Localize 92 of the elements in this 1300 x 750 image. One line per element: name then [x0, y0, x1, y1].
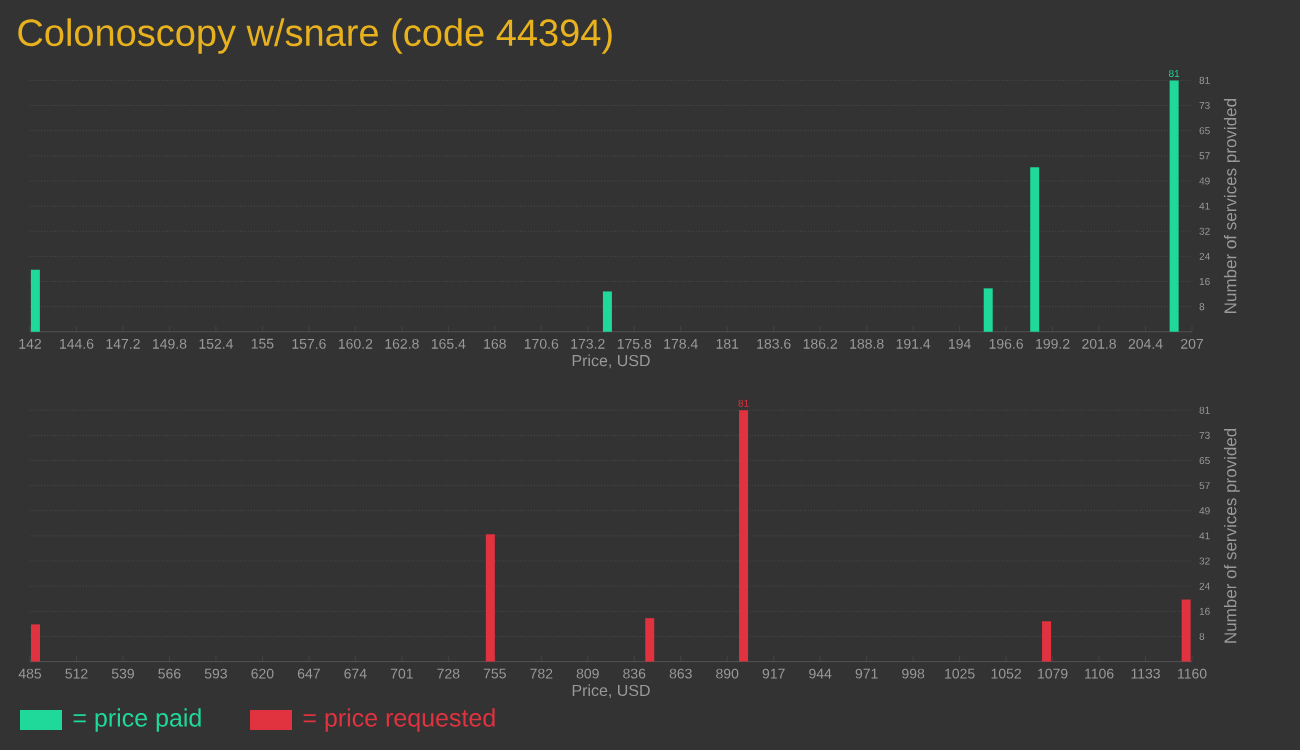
bar	[1042, 621, 1052, 662]
y-tick-label: 8	[1199, 303, 1205, 311]
y-tick-label: 65	[1199, 127, 1210, 135]
x-tick-label: 620	[251, 668, 274, 679]
y-tick-label: 81	[1199, 406, 1210, 414]
x-tick-label: 155	[251, 338, 274, 349]
x-tick-label: 863	[669, 668, 692, 679]
x-tick-label: 199.2	[1036, 338, 1070, 349]
y-tick-label: 41	[1199, 532, 1210, 540]
x-tick-label: 917	[762, 668, 785, 679]
y-tick-label: 73	[1199, 101, 1210, 110]
x-tick-label: 674	[344, 668, 367, 679]
x-tick-label: 1160	[1178, 668, 1207, 679]
x-tick-label: 1025	[945, 668, 975, 679]
x-tick-label: 836	[623, 668, 646, 679]
x-tick-label: 196.6	[989, 338, 1023, 349]
x-tick-label: 144.6	[60, 338, 94, 349]
x-tick-label: 160.2	[338, 338, 373, 349]
bar	[31, 624, 41, 662]
x-tick-label: 204.4	[1128, 338, 1163, 349]
x-tick-label: 181	[716, 338, 739, 349]
x-tick-label: 168	[484, 338, 506, 349]
x-tick-label: 175.8	[617, 338, 652, 349]
x-tick-label: 162.8	[385, 338, 419, 349]
y-tick-label: 24	[1199, 582, 1210, 590]
x-tick-label: 152.4	[199, 338, 234, 349]
bar	[645, 618, 655, 662]
x-tick-label: 186.2	[803, 338, 837, 349]
data-label: 81	[1169, 69, 1180, 77]
y-tick-label: 8	[1199, 632, 1205, 640]
bar	[30, 269, 40, 332]
legend-label: = price paid	[73, 708, 201, 732]
x-tick-label: 539	[111, 668, 134, 679]
x-tick-label: 593	[204, 668, 227, 679]
x-tick-label: 782	[530, 668, 553, 679]
x-tick-label: 1106	[1085, 668, 1114, 679]
x-tick-label: 728	[437, 668, 460, 679]
y-tick-label: 32	[1199, 227, 1210, 235]
x-tick-label: 183.6	[757, 338, 791, 349]
y-tick-label: 49	[1199, 507, 1210, 515]
y-tick-label: 57	[1199, 482, 1210, 490]
y-tick-label: 57	[1199, 152, 1210, 160]
x-tick-label: 165.4	[431, 338, 466, 349]
x-tick-label: 142	[19, 338, 41, 349]
bar	[602, 291, 612, 332]
x-tick-label: 701	[390, 668, 413, 679]
y-tick-label: 32	[1199, 557, 1210, 565]
x-tick-label: 890	[716, 668, 739, 679]
x-tick-label: 207	[1181, 338, 1203, 349]
y-tick-label: 49	[1199, 177, 1210, 185]
chart-title: Colonoscopy w/snare (code 44394)	[18, 18, 612, 54]
x-tick-label: 178.4	[664, 338, 698, 349]
x-tick-label: 944	[809, 668, 832, 679]
x-tick-label: 971	[855, 668, 878, 679]
y-tick-label: 16	[1199, 277, 1210, 286]
bar	[1169, 80, 1179, 332]
x-tick-label: 512	[65, 668, 88, 679]
x-tick-label: 149.8	[152, 338, 187, 349]
x-tick-label: 1133	[1131, 668, 1160, 679]
bar	[485, 534, 495, 662]
x-tick-label: 566	[158, 668, 181, 679]
x-tick-label: 647	[297, 668, 320, 679]
x-tick-label: 188.8	[850, 338, 884, 349]
x-tick-label: 170.6	[524, 338, 559, 349]
x-tick-label: 194	[949, 338, 971, 349]
y-tick-label: 73	[1199, 431, 1210, 439]
x-tick-label: 998	[902, 668, 925, 679]
y-axis-title: Number of services provided	[1223, 428, 1240, 643]
x-axis-title: Price, USD	[572, 684, 650, 698]
bar	[1030, 167, 1040, 332]
x-tick-label: 157.6	[292, 338, 326, 349]
bar	[983, 288, 993, 332]
bar	[739, 410, 749, 662]
bar	[1181, 599, 1191, 662]
x-axis-title: Price, USD	[572, 354, 650, 369]
y-tick-label: 41	[1199, 202, 1210, 210]
x-tick-label: 755	[483, 668, 506, 679]
x-tick-label: 191.4	[896, 338, 931, 349]
legend-label: = price requested	[303, 708, 495, 732]
x-tick-label: 173.2	[571, 338, 605, 349]
y-tick-label: 65	[1199, 456, 1210, 465]
x-tick-label: 147.2	[106, 338, 140, 349]
x-tick-label: 1079	[1038, 668, 1068, 679]
y-tick-label: 16	[1199, 607, 1210, 615]
x-tick-label: 201.8	[1082, 338, 1116, 349]
y-tick-label: 24	[1199, 252, 1210, 260]
x-tick-label: 1052	[991, 668, 1021, 679]
data-label: 81	[738, 399, 749, 407]
y-axis-title: Number of services provided	[1223, 99, 1240, 313]
y-tick-label: 81	[1199, 76, 1210, 84]
x-tick-label: 809	[576, 668, 599, 679]
x-tick-label: 485	[18, 668, 42, 679]
